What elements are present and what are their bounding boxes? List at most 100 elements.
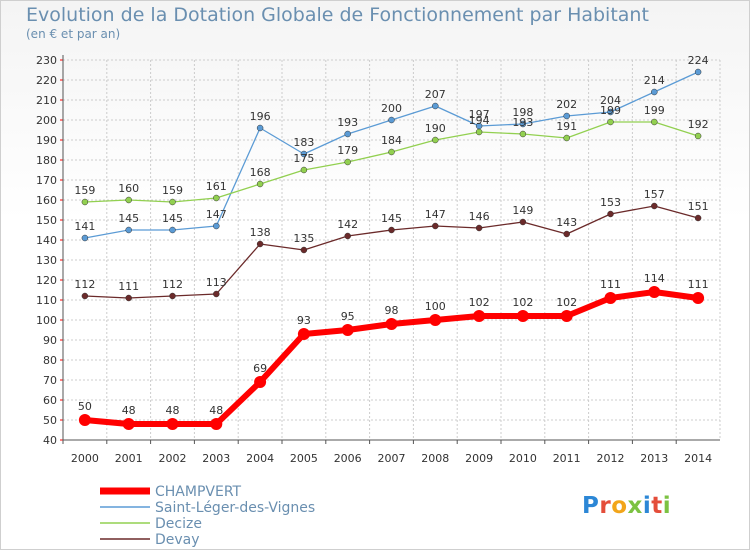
x-axis: 2000 2001 2002 2003 2004 2005 2006 2007 2008 2009… <box>62 439 720 465</box>
x-tick-label: 2008 <box>421 452 449 465</box>
data-point-devay <box>651 202 658 210</box>
data-point-saint-l-ger-des-vignes <box>563 112 570 120</box>
data-label-decize: 199 <box>600 104 621 117</box>
data-label-devay: 153 <box>600 196 621 209</box>
data-label-decize: 160 <box>118 182 139 195</box>
data-point-saint-l-ger-des-vignes <box>169 226 176 234</box>
y-tick-label: 100 <box>36 314 57 327</box>
data-label-saint-l-ger-des-vignes: 198 <box>512 106 533 119</box>
x-tick-label: 2005 <box>290 452 318 465</box>
data-label-decize: 159 <box>74 184 95 197</box>
data-point-devay <box>256 240 264 248</box>
data-label-decize: 194 <box>469 114 490 127</box>
data-label-devay: 145 <box>381 212 402 225</box>
data-label-decize: 168 <box>250 166 271 179</box>
data-label-decize: 175 <box>293 152 314 165</box>
y-tick-label: 180 <box>36 154 57 167</box>
data-label-champvert: 111 <box>600 278 621 291</box>
x-tick-label: 2006 <box>334 452 362 465</box>
data-point-saint-l-ger-des-vignes <box>519 120 527 128</box>
data-point-champvert <box>692 292 705 304</box>
x-tick-label: 2007 <box>378 452 406 465</box>
x-tick-label: 2003 <box>202 452 230 465</box>
data-point-decize <box>300 166 308 174</box>
data-point-saint-l-ger-des-vignes <box>344 130 351 138</box>
data-point-champvert <box>648 286 661 298</box>
x-tick-label: 2012 <box>597 452 625 465</box>
data-point-decize <box>125 196 132 204</box>
x-tick-label: 2002 <box>159 452 187 465</box>
series-group: 141 145 145 147 196 183 193 200 207 197 198 202 204 2… <box>74 54 709 430</box>
data-label-saint-l-ger-des-vignes: 193 <box>337 116 358 129</box>
x-tick-label: 2001 <box>115 452 143 465</box>
data-label-devay: 146 <box>469 210 490 223</box>
data-point-devay <box>563 230 570 238</box>
data-label-decize: 179 <box>337 144 358 157</box>
data-point-devay <box>81 292 89 300</box>
data-label-decize: 190 <box>425 122 446 135</box>
data-label-champvert: 48 <box>166 404 180 417</box>
data-label-devay: 143 <box>556 216 577 229</box>
legend: CHAMPVERTSaint-Léger-des-VignesDecizeDev… <box>100 484 315 548</box>
data-point-devay <box>694 214 702 222</box>
data-point-devay <box>213 290 220 298</box>
data-label-champvert: 93 <box>297 314 311 327</box>
data-point-champvert <box>254 376 267 388</box>
data-point-champvert <box>429 314 442 326</box>
data-point-decize <box>563 134 570 142</box>
data-point-devay <box>432 222 439 230</box>
data-point-champvert <box>341 324 354 336</box>
data-label-saint-l-ger-des-vignes: 145 <box>118 212 139 225</box>
data-label-decize: 192 <box>688 118 709 131</box>
data-point-decize <box>607 118 614 126</box>
data-point-decize <box>519 130 527 138</box>
data-point-champvert <box>473 310 486 322</box>
data-point-saint-l-ger-des-vignes <box>213 222 220 230</box>
y-tick-label: 70 <box>43 374 57 387</box>
chart-title: Evolution de la Dotation Globale de Fonc… <box>26 4 649 26</box>
proxiti-logo: Proxiti <box>582 493 672 519</box>
data-label-devay: 111 <box>118 280 139 293</box>
y-axis: 40 50 60 70 80 90 100 110 120 130 140 150 160 170 180 1… <box>36 54 64 447</box>
data-label-champvert: 98 <box>385 304 399 317</box>
y-tick-label: 230 <box>36 54 57 67</box>
y-tick-label: 150 <box>36 214 57 227</box>
y-tick-label: 110 <box>36 294 57 307</box>
x-tick-label: 2013 <box>640 452 668 465</box>
data-label-devay: 112 <box>162 278 183 291</box>
data-point-champvert <box>78 414 91 426</box>
data-label-saint-l-ger-des-vignes: 196 <box>250 110 271 123</box>
data-point-decize <box>256 180 264 188</box>
data-point-champvert <box>210 418 223 430</box>
data-label-decize: 193 <box>512 116 533 129</box>
data-label-devay: 142 <box>337 218 358 231</box>
data-label-champvert: 48 <box>209 404 223 417</box>
data-label-saint-l-ger-des-vignes: 183 <box>293 136 314 149</box>
y-tick-label: 220 <box>36 74 57 87</box>
x-tick-label: 2004 <box>246 452 274 465</box>
x-tick-label: 2000 <box>71 452 99 465</box>
data-point-devay <box>519 218 527 226</box>
data-label-decize: 161 <box>206 180 227 193</box>
data-label-devay: 112 <box>74 278 95 291</box>
data-point-champvert <box>297 328 310 340</box>
x-tick-label: 2010 <box>509 452 537 465</box>
data-label-saint-l-ger-des-vignes: 200 <box>381 102 402 115</box>
y-tick-label: 190 <box>36 134 57 147</box>
y-tick-label: 50 <box>43 414 57 427</box>
data-label-champvert: 100 <box>425 300 446 313</box>
x-tick-label: 2011 <box>553 452 581 465</box>
y-tick-label: 80 <box>43 354 57 367</box>
data-label-champvert: 50 <box>78 400 92 413</box>
data-label-decize: 199 <box>644 104 665 117</box>
data-label-devay: 151 <box>688 200 709 213</box>
data-label-saint-l-ger-des-vignes: 147 <box>206 208 227 221</box>
data-point-champvert <box>166 418 179 430</box>
data-point-saint-l-ger-des-vignes <box>300 150 308 158</box>
y-tick-label: 210 <box>36 94 57 107</box>
data-label-saint-l-ger-des-vignes: 141 <box>74 220 95 233</box>
data-point-saint-l-ger-des-vignes <box>432 102 439 110</box>
data-point-champvert <box>604 292 617 304</box>
y-tick-label: 90 <box>43 334 57 347</box>
